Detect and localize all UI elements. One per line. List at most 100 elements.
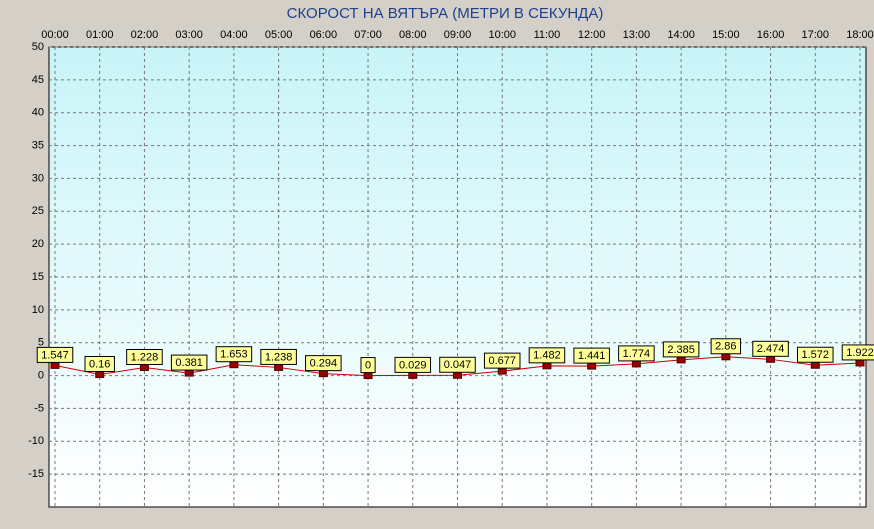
data-label-box	[841, 344, 874, 361]
y-tick-label: -10	[28, 435, 44, 447]
marker	[497, 367, 507, 375]
data-label-box	[126, 349, 163, 366]
data-label-text: 0.16	[89, 358, 110, 370]
x-tick-label: 12:00	[578, 29, 606, 41]
marker	[721, 353, 731, 361]
x-tick-label: 01:00	[86, 29, 114, 41]
data-label: 0.381	[170, 354, 208, 371]
y-tick-label: 0	[38, 369, 44, 381]
data-label: 0	[360, 357, 376, 374]
x-tick-label: 03:00	[175, 29, 203, 41]
y-tick-label: -15	[28, 468, 44, 480]
x-tick-label: 05:00	[265, 29, 293, 41]
data-label-box	[36, 346, 74, 363]
data-label: 1.482	[528, 347, 566, 364]
marker	[766, 355, 776, 363]
marker	[810, 361, 820, 369]
data-label: 0.047	[439, 356, 476, 373]
data-label-text: 1.922	[846, 347, 874, 359]
y-tick-label: 40	[32, 107, 44, 119]
x-tick-label: 00:00	[41, 29, 69, 41]
y-tick-label: 35	[32, 139, 44, 151]
y-tick-label: 10	[32, 304, 44, 316]
marker	[50, 361, 60, 369]
data-label: 2.86	[710, 338, 742, 355]
data-label-text: 2.86	[715, 341, 736, 353]
data-label: 2.385	[662, 341, 700, 358]
x-tick-label: 10:00	[488, 29, 516, 41]
data-label-text: 1.572	[802, 349, 830, 361]
x-tick-label: 09:00	[444, 29, 472, 41]
data-label-box	[797, 346, 834, 363]
marker	[274, 363, 284, 371]
data-label-text: 0.047	[444, 359, 472, 371]
data-label-text: 0.294	[310, 358, 338, 370]
data-label-box	[305, 355, 342, 372]
data-label: 1.547	[36, 346, 74, 363]
data-label-box	[618, 345, 655, 362]
data-label-box	[752, 340, 789, 357]
x-tick-label: 14:00	[667, 29, 695, 41]
y-tick-label: 30	[32, 172, 44, 184]
y-tick-label: 15	[32, 271, 44, 283]
marker	[318, 370, 328, 378]
data-label-box	[215, 346, 253, 363]
x-tick-label: 02:00	[131, 29, 159, 41]
chart-title: СКОРОСТ НА ВЯТЪРА (МЕТРИ В СЕКУНДА)	[287, 5, 604, 22]
data-label-box	[573, 347, 610, 364]
data-label: 1.238	[260, 348, 297, 365]
data-label-text: 2.385	[667, 344, 695, 356]
data-label-box	[394, 356, 432, 373]
data-label: 0.294	[305, 355, 342, 372]
marker	[229, 361, 239, 369]
y-tick-label: 5	[38, 337, 44, 349]
data-label-box	[662, 341, 700, 358]
data-label-text: 0.029	[399, 359, 427, 371]
marker	[542, 362, 552, 370]
data-label-box	[528, 347, 566, 364]
data-label-text: 0	[365, 359, 371, 371]
marker	[363, 372, 373, 380]
data-label-text: 1.238	[265, 351, 293, 363]
data-label-box	[483, 352, 521, 369]
x-tick-label: 11:00	[534, 29, 561, 41]
data-label-text: 1.441	[578, 350, 606, 362]
data-label: 1.572	[797, 346, 834, 363]
x-tick-label: 06:00	[310, 29, 338, 41]
x-tick-label: 08:00	[399, 29, 427, 41]
marker	[587, 362, 597, 370]
x-tick-label: 15:00	[712, 29, 740, 41]
marker	[139, 364, 149, 372]
y-tick-label: 20	[32, 238, 44, 250]
data-label-text: 1.482	[533, 350, 561, 362]
marker	[95, 371, 105, 379]
x-tick-label: 13:00	[623, 29, 651, 41]
data-label-box	[170, 354, 208, 371]
data-label: 0.677	[483, 352, 521, 369]
data-label: 1.774	[618, 345, 655, 362]
x-tick-label: 18:00	[846, 29, 874, 41]
marker	[676, 356, 686, 364]
data-label-box	[439, 356, 476, 373]
data-label: 2.474	[752, 340, 789, 357]
data-label-box	[84, 356, 115, 373]
data-label-text: 2.474	[757, 343, 785, 355]
marker	[408, 371, 418, 379]
data-label-text: 1.547	[41, 349, 69, 361]
data-label-box	[360, 357, 376, 374]
y-tick-label: 45	[32, 74, 44, 86]
x-tick-label: 04:00	[220, 29, 248, 41]
marker	[631, 360, 641, 368]
data-label-text: 1.774	[623, 348, 651, 360]
data-label: 1.922	[841, 344, 874, 361]
marker	[453, 371, 462, 379]
y-tick-label: -5	[34, 402, 44, 414]
x-tick-label: 07:00	[354, 29, 382, 41]
data-label: 1.653	[215, 346, 253, 363]
y-tick-label: 25	[32, 205, 44, 217]
data-label-text: 0.677	[488, 355, 516, 367]
data-label: 0.029	[394, 356, 432, 373]
data-label-box	[710, 338, 742, 355]
data-label: 1.228	[126, 349, 163, 366]
